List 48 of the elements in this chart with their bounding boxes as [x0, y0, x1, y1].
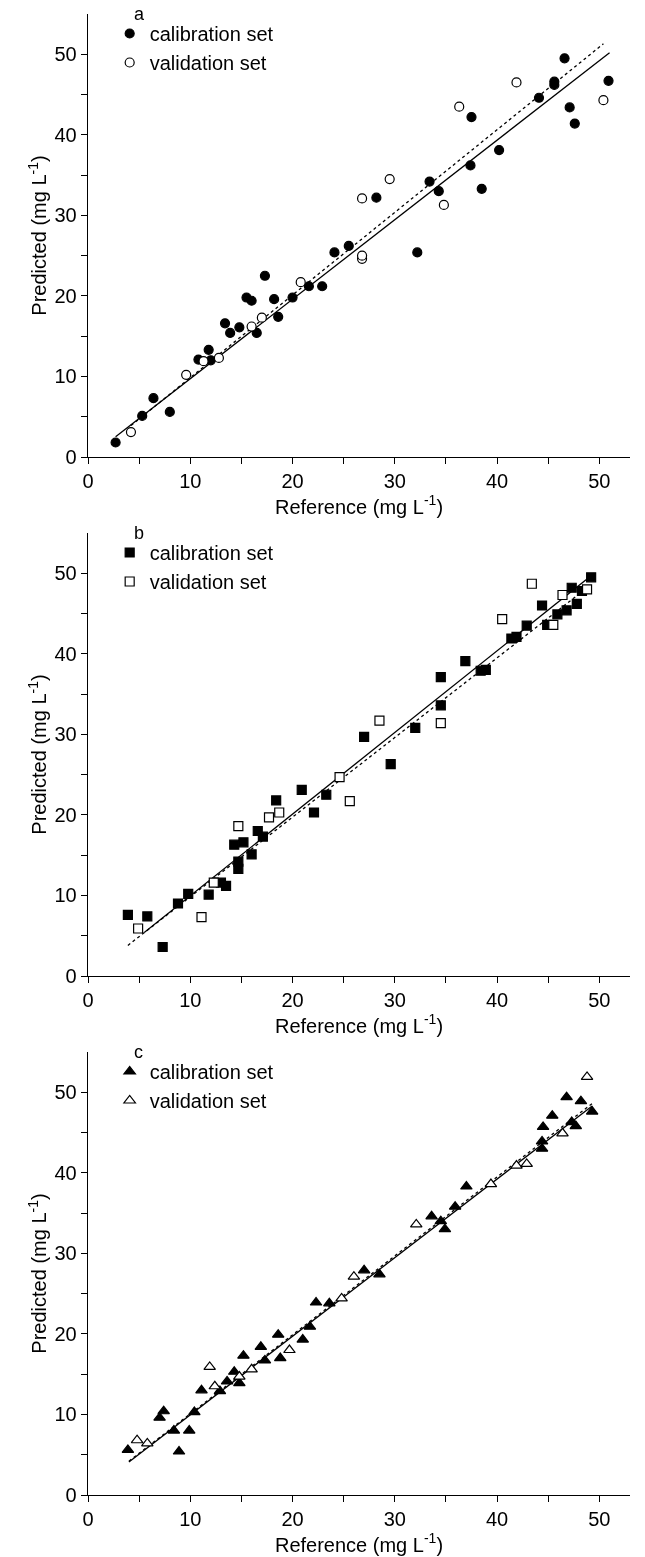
y-tick-label: 30	[54, 1242, 77, 1265]
y-tick-label: 40	[54, 642, 77, 665]
x-tick-label: 30	[383, 989, 406, 1012]
x-tick-label: 20	[281, 1508, 304, 1531]
x-tick-label: 10	[179, 989, 202, 1012]
y-tick-label: 10	[54, 1403, 77, 1426]
y-tick-label: 50	[54, 562, 77, 585]
x-axis-title: Reference (mg L$^{-1}$)	[274, 1011, 444, 1037]
x-tick-label: 0	[82, 1508, 94, 1531]
x-tick-label: 30	[383, 470, 406, 493]
x-tick-label: 50	[588, 989, 611, 1012]
x-tick-label: 10	[179, 470, 202, 493]
chart-title: c	[134, 1042, 144, 1063]
y-tick-label: 0	[65, 965, 77, 987]
x-tick-label: 0	[82, 989, 94, 1012]
x-tick-label: 50	[588, 470, 611, 493]
x-tick-label: 40	[485, 1508, 509, 1531]
x-tick-label: 0	[82, 470, 94, 493]
y-tick-label: 50	[54, 1081, 77, 1104]
legend-label: calibration set	[149, 542, 274, 565]
y-tick-label: 20	[54, 1322, 77, 1345]
x-tick-label: 50	[588, 1508, 611, 1531]
y-tick-label: 0	[65, 446, 77, 468]
chart-title: a	[134, 4, 146, 25]
legend-label: validation set	[149, 571, 267, 594]
legend-label: validation set	[149, 52, 267, 75]
y-tick-label: 20	[54, 803, 77, 826]
x-axis-title: Reference (mg L$^{-1}$)	[274, 492, 444, 518]
x-axis-title: Reference (mg L$^{-1}$)	[274, 1530, 444, 1556]
y-tick-label: 10	[54, 884, 77, 907]
y-tick-label: 50	[54, 43, 77, 66]
y-tick-label: 10	[54, 365, 77, 388]
y-tick-label: 20	[54, 284, 77, 307]
y-tick-label: 30	[54, 204, 77, 227]
chart-title: b	[134, 523, 145, 544]
y-tick-label: 0	[65, 1484, 77, 1506]
y-tick-label: 40	[54, 123, 77, 146]
y-tick-label: 40	[54, 1161, 77, 1184]
legend-label: validation set	[149, 1090, 267, 1113]
x-tick-label: 20	[281, 470, 304, 493]
x-tick-label: 40	[485, 470, 509, 493]
legend-label: calibration set	[149, 23, 274, 46]
x-tick-label: 20	[281, 989, 304, 1012]
x-tick-label: 10	[179, 1508, 202, 1531]
x-tick-label: 40	[485, 989, 509, 1012]
y-tick-label: 30	[54, 723, 77, 746]
x-tick-label: 30	[383, 1508, 406, 1531]
legend-label: calibration set	[149, 1061, 274, 1084]
